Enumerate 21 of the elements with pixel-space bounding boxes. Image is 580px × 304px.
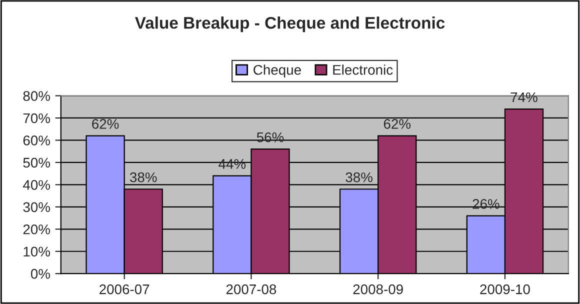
- legend-label: Cheque: [254, 64, 301, 78]
- y-tick-label: 80%: [23, 91, 50, 101]
- y-tick-label: 50%: [23, 158, 50, 168]
- x-tick-label: 2006-07: [100, 284, 150, 294]
- y-tick-label: 60%: [23, 136, 50, 146]
- y-tick-label: 20%: [23, 224, 50, 234]
- x-tick-label: 2008-09: [353, 284, 403, 294]
- y-tick-label: 0%: [30, 268, 50, 279]
- chart-title: Value Breakup - Cheque and Electronic: [134, 16, 445, 32]
- data-label: 62%: [384, 119, 411, 129]
- y-tick-label: 40%: [23, 180, 50, 190]
- data-label: 62%: [92, 119, 119, 129]
- y-tick-label: 70%: [23, 113, 50, 124]
- x-tick-label: 2009-10: [480, 284, 530, 294]
- data-label: 38%: [130, 172, 157, 182]
- data-label: 38%: [346, 172, 372, 182]
- data-label: 74%: [510, 92, 538, 102]
- y-tick-label: 30%: [23, 202, 50, 212]
- x-tick-label: 2007-08: [226, 284, 276, 294]
- y-tick-label: 10%: [24, 246, 50, 257]
- legend-label: Electronic: [333, 64, 393, 75]
